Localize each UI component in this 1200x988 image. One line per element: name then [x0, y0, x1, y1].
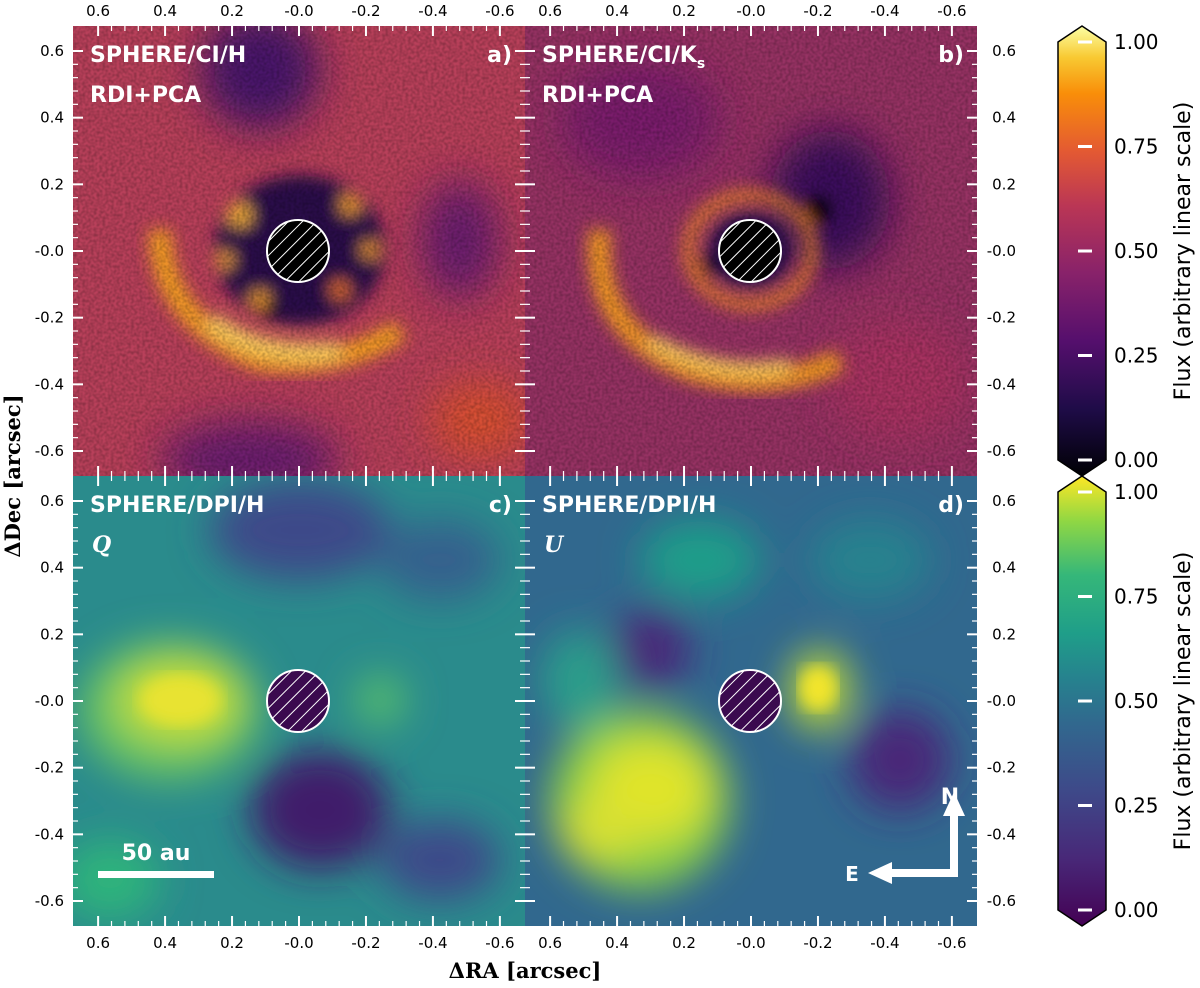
colorbar-tick-label: 1.00 — [1114, 480, 1159, 504]
colorbar-tick-label: 0.25 — [1114, 794, 1159, 818]
y-tick-label-right: 0.4 — [992, 559, 1016, 577]
x-tick-label-bottom: 0.4 — [605, 934, 629, 952]
y-tick-label-left: 0.4 — [40, 559, 64, 577]
panel-a-title: SPHERE/CI/H — [90, 43, 246, 68]
y-tick-label-left: -0.4 — [35, 825, 64, 843]
colorbar-tick-label: 0.50 — [1114, 689, 1159, 713]
y-tick-label-left: -0.2 — [35, 759, 64, 777]
panel-d-subtitle: U — [544, 532, 565, 558]
y-tick-label-left: 0.2 — [40, 175, 64, 193]
colorbar-tick-label: 0.75 — [1114, 585, 1159, 609]
x-tick-label-top: 0.6 — [538, 2, 562, 20]
x-tick-label-top: -0.0 — [284, 2, 313, 20]
x-tick-label-top: -0.6 — [937, 2, 966, 20]
x-tick-label-top: 0.2 — [672, 2, 696, 20]
y-tick-label-right: 0.6 — [992, 42, 1016, 60]
x-tick-label-top: -0.2 — [351, 2, 380, 20]
x-axis-label: ΔRA [arcsec] — [449, 958, 602, 983]
colorbar-tick-label: 1.00 — [1114, 30, 1159, 54]
y-tick-label-right: -0.6 — [987, 442, 1016, 460]
y-tick-label-left: -0.6 — [35, 892, 64, 910]
panel-b-letter: b) — [938, 43, 964, 68]
x-tick-label-bottom: 0.6 — [86, 934, 110, 952]
y-tick-label-right: -0.4 — [987, 375, 1016, 393]
colorbar-tick-label: 0.25 — [1114, 344, 1159, 368]
x-tick-label-top: -0.0 — [736, 2, 765, 20]
y-tick-label-right: -0.2 — [987, 309, 1016, 327]
panel-b-subtitle: RDI+PCA — [542, 83, 653, 108]
y-tick-label-right: 0.4 — [992, 109, 1016, 127]
y-tick-label-right: -0.0 — [987, 242, 1016, 260]
y-tick-label-left: 0.6 — [40, 42, 64, 60]
colorbar-tick-label: 0.00 — [1114, 898, 1159, 922]
y-tick-label-left: -0.4 — [35, 375, 64, 393]
panel-d-mask — [718, 669, 782, 733]
y-tick-label-right: 0.2 — [992, 625, 1016, 643]
y-tick-label-left: -0.2 — [35, 309, 64, 327]
panel-a-subtitle: RDI+PCA — [90, 83, 201, 108]
y-tick-label-left: 0.6 — [40, 492, 64, 510]
panel-d-letter: d) — [938, 493, 964, 518]
panel-c-image — [73, 476, 525, 926]
compass-east-label: E — [845, 862, 859, 886]
x-tick-label-top: -0.4 — [418, 2, 447, 20]
colorbar-inferno: 1.00 0.75 0.50 0.25 0.00 Flux (arbitrary lin… — [1057, 25, 1196, 477]
panel-a-letter: a) — [487, 43, 512, 68]
panel-b-mask — [718, 219, 782, 283]
panel-c-subtitle: Q — [92, 532, 111, 558]
scale-bar-label: 50 au — [122, 841, 191, 866]
x-tick-label-bottom: 0.2 — [672, 934, 696, 952]
x-tick-label-bottom: -0.2 — [803, 934, 832, 952]
x-tick-label-bottom: -0.6 — [937, 934, 966, 952]
y-tick-label-right: -0.2 — [987, 759, 1016, 777]
x-tick-label-top: -0.6 — [485, 2, 514, 20]
y-tick-label-right: 0.6 — [992, 492, 1016, 510]
panel-c-title: SPHERE/DPI/H — [90, 493, 264, 518]
compass-north-label: N — [941, 785, 959, 810]
y-tick-label-left: 0.4 — [40, 109, 64, 127]
x-tick-label-bottom: -0.4 — [870, 934, 899, 952]
y-axis-label: ΔDec [arcsec] — [0, 394, 25, 557]
panel-b-title: SPHERE/CI/Ks — [542, 43, 705, 72]
x-tick-label-bottom: -0.6 — [485, 934, 514, 952]
compass: N E — [845, 785, 965, 886]
x-tick-label-bottom: 0.6 — [538, 934, 562, 952]
panel-d-title: SPHERE/DPI/H — [542, 493, 716, 518]
y-tick-label-right: 0.2 — [992, 175, 1016, 193]
y-tick-label-right: -0.0 — [987, 692, 1016, 710]
colorbar-viridis-label: Flux (arbitrary linear scale) — [1171, 552, 1196, 851]
panel-a-mask — [266, 219, 330, 283]
x-tick-label-top: -0.4 — [870, 2, 899, 20]
x-tick-label-bottom: -0.4 — [418, 934, 447, 952]
y-tick-label-left: 0.2 — [40, 625, 64, 643]
y-tick-label-right: -0.4 — [987, 825, 1016, 843]
scale-bar: 50 au — [98, 841, 214, 878]
colorbar-tick-label: 0.75 — [1114, 135, 1159, 159]
colorbar-tick-label: 0.50 — [1114, 239, 1159, 263]
x-tick-label-top: 0.2 — [220, 2, 244, 20]
x-tick-label-bottom: 0.4 — [153, 934, 177, 952]
x-tick-label-bottom: -0.0 — [284, 934, 313, 952]
x-tick-label-top: 0.4 — [605, 2, 629, 20]
y-tick-label-left: -0.0 — [35, 692, 64, 710]
y-tick-label-right: -0.6 — [987, 892, 1016, 910]
x-tick-label-bottom: -0.0 — [736, 934, 765, 952]
x-tick-label-top: -0.2 — [803, 2, 832, 20]
panel-c-letter: c) — [489, 493, 512, 518]
colorbar-tick-label: 0.00 — [1114, 448, 1159, 472]
colorbar-inferno-label: Flux (arbitrary linear scale) — [1171, 102, 1196, 401]
colorbar-viridis: 1.00 0.75 0.50 0.25 0.00 Flux (arbitrary lin… — [1057, 475, 1196, 927]
x-tick-label-top: 0.4 — [153, 2, 177, 20]
y-tick-label-left: -0.6 — [35, 442, 64, 460]
axis-ticks: 0.6 0.6 0.4 0.4 0.2 0.2 -0.0 -0.0 -0.2 -0.2 -0.4 -0… — [35, 2, 1016, 952]
x-tick-label-top: 0.6 — [86, 2, 110, 20]
y-tick-label-left: -0.0 — [35, 242, 64, 260]
panel-c-mask — [266, 669, 330, 733]
x-tick-label-bottom: -0.2 — [351, 934, 380, 952]
x-tick-label-bottom: 0.2 — [220, 934, 244, 952]
